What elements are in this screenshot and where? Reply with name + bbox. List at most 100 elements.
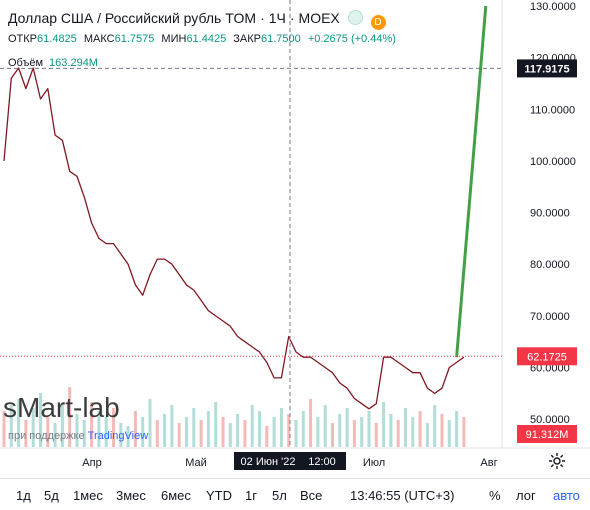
volume-bar [82, 420, 86, 447]
volume-bar [148, 399, 152, 447]
eye-icon[interactable] [347, 10, 363, 25]
volume-bar [17, 399, 21, 447]
volume-bar [68, 387, 72, 447]
open-label: ОТКР [8, 33, 38, 45]
volume-bar [46, 417, 50, 447]
last-volume-tag [517, 425, 577, 443]
volume-bar [389, 414, 393, 447]
price-line [3, 67, 465, 410]
volume-bar [352, 420, 356, 447]
volume-bar [360, 417, 364, 447]
status-badge[interactable]: D [370, 15, 386, 30]
price-axis[interactable]: 130.0000120.0000110.0000100.000090.00008… [517, 1, 577, 443]
volume-label: Объём [8, 57, 44, 69]
volume-bar [316, 417, 320, 447]
volume-bar [433, 405, 437, 447]
y-tick-label: 50.0000 [530, 414, 570, 426]
volume-bar [323, 405, 327, 447]
volume-bar [396, 420, 400, 447]
x-tick-label: Июл [363, 457, 385, 469]
volume-bar [24, 420, 28, 447]
volume-bar [411, 417, 415, 447]
volume-bar [126, 426, 130, 447]
volume-bar [272, 417, 276, 447]
volume-bar [258, 411, 261, 447]
volume-bar [170, 405, 174, 447]
last-price-tag [517, 347, 577, 366]
volume-bar [301, 411, 305, 447]
x-tick-label: Апр [82, 457, 101, 469]
volume-bar [345, 408, 349, 447]
ohlc-legend: ОТКР61.4825 МАКС61.7575 МИН61.4425 ЗАКР6… [8, 33, 400, 45]
powered-prefix: при поддержке [8, 430, 85, 442]
range-3m[interactable]: 3мес [116, 488, 146, 503]
crosshair-date-label: 02 Июн '22 [241, 456, 296, 468]
volume-bar [331, 423, 334, 447]
volume-bar [31, 408, 35, 447]
volume-legend[interactable]: Объём 163.294M [8, 57, 98, 69]
volume-bar [338, 414, 342, 447]
volume-bar [287, 414, 291, 447]
high-value: 61.7575 [114, 33, 155, 45]
volume-bar [425, 423, 429, 447]
price-chart[interactable]: 130.0000120.0000110.0000100.000090.00008… [0, 0, 590, 478]
clock[interactable]: 13:46:55 (UTC+3) [350, 488, 455, 503]
open-value: 61.4825 [37, 33, 77, 45]
range-6m[interactable]: 6мес [161, 488, 191, 503]
volume-bar [112, 408, 115, 447]
bottom-toolbar: 1д 5д 1мес 3мес 6мес YTD 1г 5л Все 13:46… [0, 478, 590, 510]
x-tick-label: Май [185, 457, 207, 469]
time-axis[interactable]: Апр Май Июл Авг 02 Июн '22 12:00 [82, 452, 498, 470]
volume-bar [309, 399, 313, 447]
log-toggle[interactable]: лог [516, 488, 536, 503]
volume-bar [177, 423, 181, 447]
last-volume-label: 91.312M [526, 429, 569, 441]
range-1d[interactable]: 1д [16, 488, 31, 503]
powered-by[interactable]: при поддержке TradingView [8, 430, 148, 442]
volume-bar [199, 420, 203, 447]
volume-bar [418, 411, 422, 447]
y-tick-label: 100.0000 [530, 156, 576, 168]
volume-bar [141, 417, 145, 447]
volume-bar [374, 423, 378, 447]
crosshair-price-label: 117.9175 [524, 63, 569, 75]
exchange-label: MOEX [298, 10, 340, 26]
range-all[interactable]: Все [300, 488, 323, 503]
range-5y[interactable]: 5л [272, 488, 287, 503]
volume-bar [404, 408, 407, 447]
volume-bar [447, 420, 451, 447]
volume-bar [60, 405, 64, 447]
symbol-title[interactable]: Доллар США / Российский рубль TOM [8, 10, 257, 26]
range-5d[interactable]: 5д [44, 488, 59, 503]
low-value: 61.4425 [186, 33, 227, 45]
volume-bar [250, 405, 254, 447]
volume-bar [265, 426, 269, 447]
high-label: МАКС [83, 33, 115, 45]
volume-bar [294, 420, 298, 447]
volume-bar [90, 402, 94, 447]
volume-bar [243, 420, 247, 447]
range-ytd[interactable]: YTD [206, 488, 232, 503]
y-tick-label: 110.0000 [530, 104, 575, 116]
volume-bar [104, 417, 108, 447]
volume-bar [455, 411, 459, 447]
chart-grid [0, 0, 590, 449]
crosshair-date-tag [234, 452, 346, 470]
volume-bar [97, 411, 101, 447]
gear-icon[interactable] [548, 452, 566, 470]
volume-bar [228, 423, 232, 447]
volume-bar [221, 417, 225, 447]
volume-bar [9, 405, 13, 447]
tradingview-link[interactable]: TradingView [87, 430, 149, 442]
volume-bar [206, 411, 210, 447]
range-1y[interactable]: 1г [245, 488, 257, 503]
watermark: sMart-lab [3, 392, 120, 423]
auto-toggle[interactable]: авто [553, 488, 580, 503]
volume-bar [53, 423, 57, 447]
percent-toggle[interactable]: % [489, 488, 501, 503]
volume-bar [367, 411, 371, 447]
volume-bars [2, 387, 466, 447]
volume-bar [155, 420, 159, 447]
interval-label[interactable]: 1Ч [268, 10, 286, 26]
range-1m[interactable]: 1мес [73, 488, 103, 503]
